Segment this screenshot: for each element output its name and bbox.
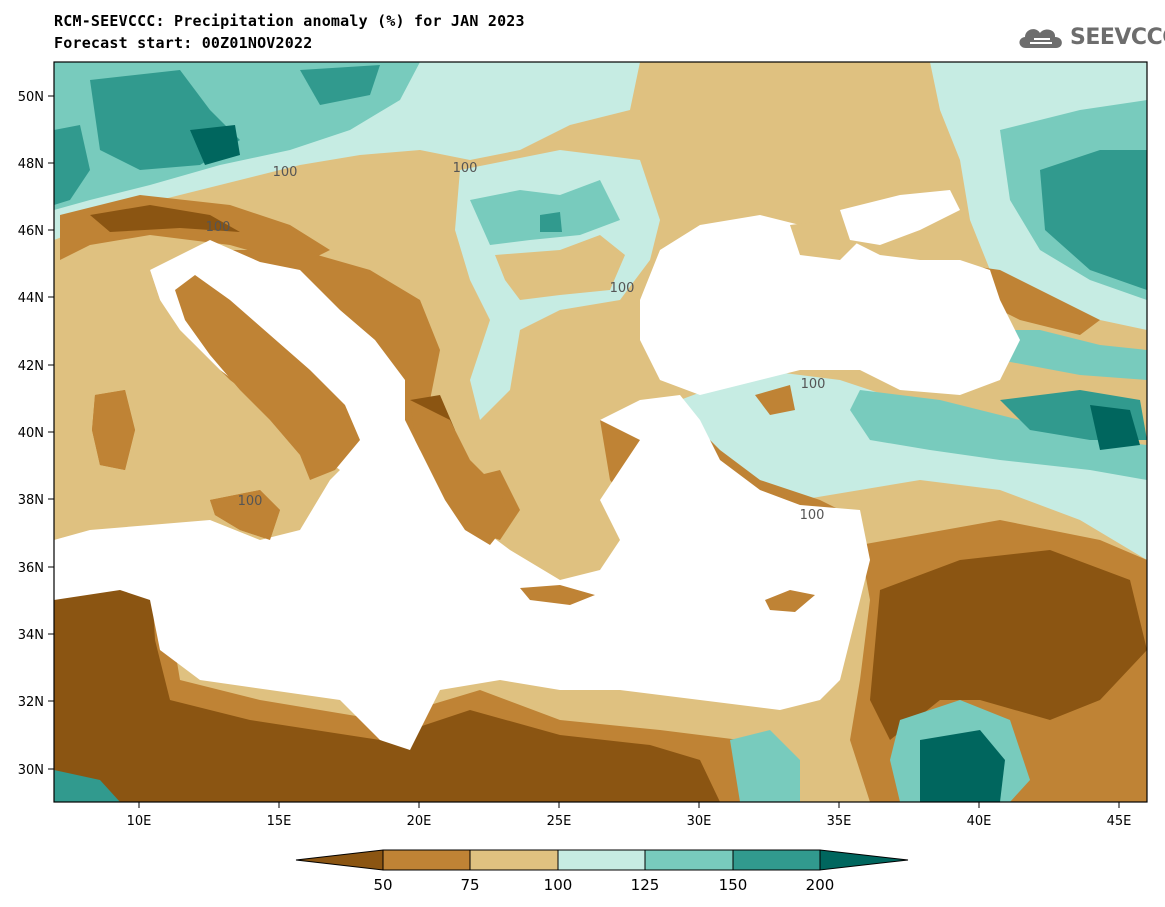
colorbar-segment [295,849,384,871]
field-alps-very-dry [90,205,240,232]
sea-italy-mask [175,275,360,480]
contour-label: 100 [206,220,231,235]
contour-label: 100 [453,161,478,176]
lat-tick-label: 42N [18,359,44,374]
sea-cyprus-mask [765,590,815,612]
contour-label: 100 [610,281,635,296]
field-turkey-125 [850,390,1147,480]
colorbar-segment [557,849,646,871]
legend-label: 125 [630,876,660,894]
colorbar-segment [732,849,821,871]
field-romania-150 [540,212,562,232]
lon-tick-label: 15E [267,814,292,829]
field-middle-east-very-dry [870,550,1147,740]
field-west-edge-150 [54,125,90,205]
lon-axis: 10E 15E 20E 25E 30E 35E 40E 45E [127,802,1132,829]
lon-tick-label: 25E [547,814,572,829]
lon-tick-label: 30E [687,814,712,829]
colorbar-segment [819,849,909,871]
logo-text: SEEVCCC [1070,24,1165,50]
colorbar-segment [644,849,734,871]
colorbar [295,849,909,871]
field-africa-corner-wet [54,770,120,802]
legend-label: 50 [373,876,393,894]
legend-label: 100 [543,876,573,894]
lon-tick-label: 35E [827,814,852,829]
lon-tick-label: 45E [1107,814,1132,829]
sea-sardinia-mask [92,390,135,470]
field-africa-very-dry [54,555,720,802]
lat-tick-label: 32N [18,695,44,710]
anomaly-field [54,62,1147,802]
sea-crimea-mask [790,220,860,260]
lat-tick-label: 38N [18,493,44,508]
field-east-150 [1040,150,1147,290]
field-romania-125 [470,180,620,245]
lat-tick-label: 36N [18,561,44,576]
contour-label: 100 [801,377,826,392]
legend-label: 200 [805,876,835,894]
field-sinai-wet [730,730,800,802]
sea-crete-mask [520,585,595,605]
lat-tick-label: 46N [18,224,44,239]
seevccc-logo: SEEVCCC [1016,22,1165,52]
lon-tick-label: 10E [127,814,152,829]
sea-greece-mask [410,400,510,545]
contour-label: 100 [800,508,825,523]
lat-tick-label: 48N [18,157,44,172]
field-turkey-wet [680,370,1147,560]
field-turkey-200 [1090,405,1140,450]
contour-labels: 100 100 100 100 100 100 100 [206,161,826,523]
sea-sicily-mask [210,490,280,540]
cloud-icon [1019,29,1062,48]
field-poland-150 [300,65,380,105]
forecast-start-label: Forecast start: 00Z01NOV2022 [54,34,313,52]
legend-label: 150 [718,876,748,894]
lat-tick-label: 44N [18,291,44,306]
lat-tick-label: 50N [18,90,44,105]
sea-azov [840,190,960,245]
field-romania-dry-patch [495,235,625,300]
sea-black [640,215,1020,395]
map-title: RCM-SEEVCCC: Precipitation anomaly (%) f… [54,12,525,30]
lon-tick-label: 20E [407,814,432,829]
lat-tick-label: 40N [18,426,44,441]
legend-label: 75 [460,876,480,894]
field-north-turkey-dry [755,385,795,415]
lon-tick-label: 40E [967,814,992,829]
lat-axis: 50N 48N 46N 44N 42N 40N 38N 36N 34N 32N … [18,90,54,778]
colorbar-segment [469,849,559,871]
contour-label: 100 [238,494,263,509]
contour-label: 100 [273,165,298,180]
lat-tick-label: 30N [18,763,44,778]
field-red-sea-200 [920,730,1005,802]
lat-tick-label: 34N [18,628,44,643]
field-central-europe-200 [190,125,240,165]
colorbar-segment [382,849,471,871]
